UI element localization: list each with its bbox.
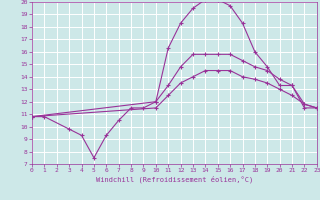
X-axis label: Windchill (Refroidissement éolien,°C): Windchill (Refroidissement éolien,°C) [96, 176, 253, 183]
